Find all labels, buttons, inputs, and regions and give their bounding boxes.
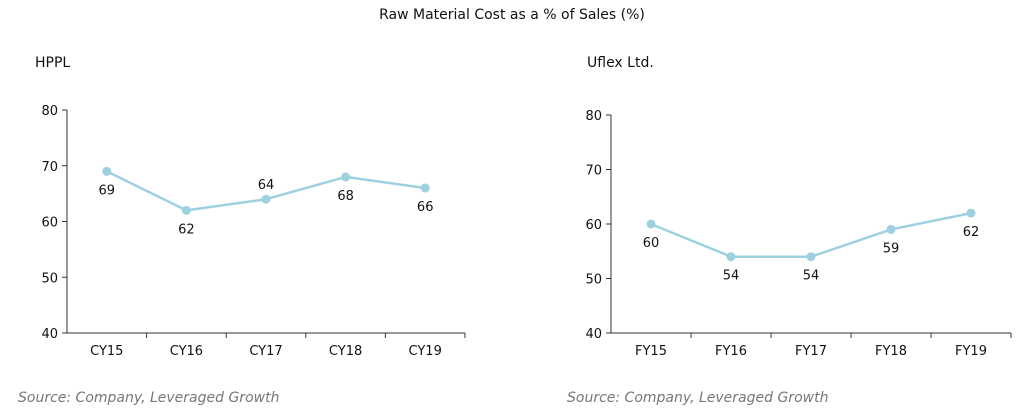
data-label: 60	[643, 236, 660, 251]
data-label: 54	[723, 269, 740, 284]
data-label: 59	[883, 241, 900, 256]
x-tick-label: FY16	[715, 344, 747, 359]
data-label: 62	[963, 225, 980, 240]
y-tick-label: 60	[585, 218, 602, 233]
data-label: 68	[337, 189, 354, 204]
x-tick-label: CY16	[170, 344, 203, 359]
data-point	[886, 224, 896, 234]
data-point	[806, 252, 816, 262]
x-tick-label: CY17	[249, 344, 282, 359]
series-line	[650, 211, 972, 258]
y-tick-label: 40	[41, 327, 58, 342]
data-label: 62	[178, 222, 195, 237]
source-note-right: Source: Company, Leveraged Growth	[567, 390, 829, 406]
chart-title-uflex: Uflex Ltd.	[587, 55, 654, 71]
y-tick-label: 80	[585, 109, 602, 124]
x-tick-label: CY18	[329, 344, 362, 359]
x-tick-label: FY19	[955, 344, 987, 359]
data-point	[341, 172, 351, 182]
x-tick-label: CY19	[409, 344, 442, 359]
data-label: 64	[258, 178, 275, 193]
x-tick-label: FY15	[635, 344, 667, 359]
data-label: 54	[803, 269, 820, 284]
chart-title-hppl: HPPL	[35, 55, 71, 71]
data-label: 69	[99, 183, 116, 198]
data-point	[966, 208, 976, 218]
data-point	[261, 194, 271, 204]
data-point	[181, 205, 191, 215]
x-tick-label: FY18	[875, 344, 907, 359]
y-tick-label: 50	[41, 271, 58, 286]
y-tick-label: 60	[41, 216, 58, 231]
y-tick-label: 70	[41, 160, 58, 175]
x-tick-label: FY17	[795, 344, 827, 359]
y-tick-label: 80	[41, 104, 58, 119]
data-point	[102, 166, 112, 176]
data-point	[420, 183, 430, 193]
source-note-left: Source: Company, Leveraged Growth	[18, 390, 280, 406]
y-tick-label: 50	[585, 273, 602, 288]
data-point	[646, 219, 656, 229]
y-tick-label: 40	[585, 327, 602, 342]
figure-title: Raw Material Cost as a % of Sales (%)	[379, 7, 645, 23]
data-label: 66	[417, 200, 434, 215]
data-point	[726, 252, 736, 262]
x-tick-label: CY15	[90, 344, 123, 359]
y-tick-label: 70	[585, 164, 602, 179]
